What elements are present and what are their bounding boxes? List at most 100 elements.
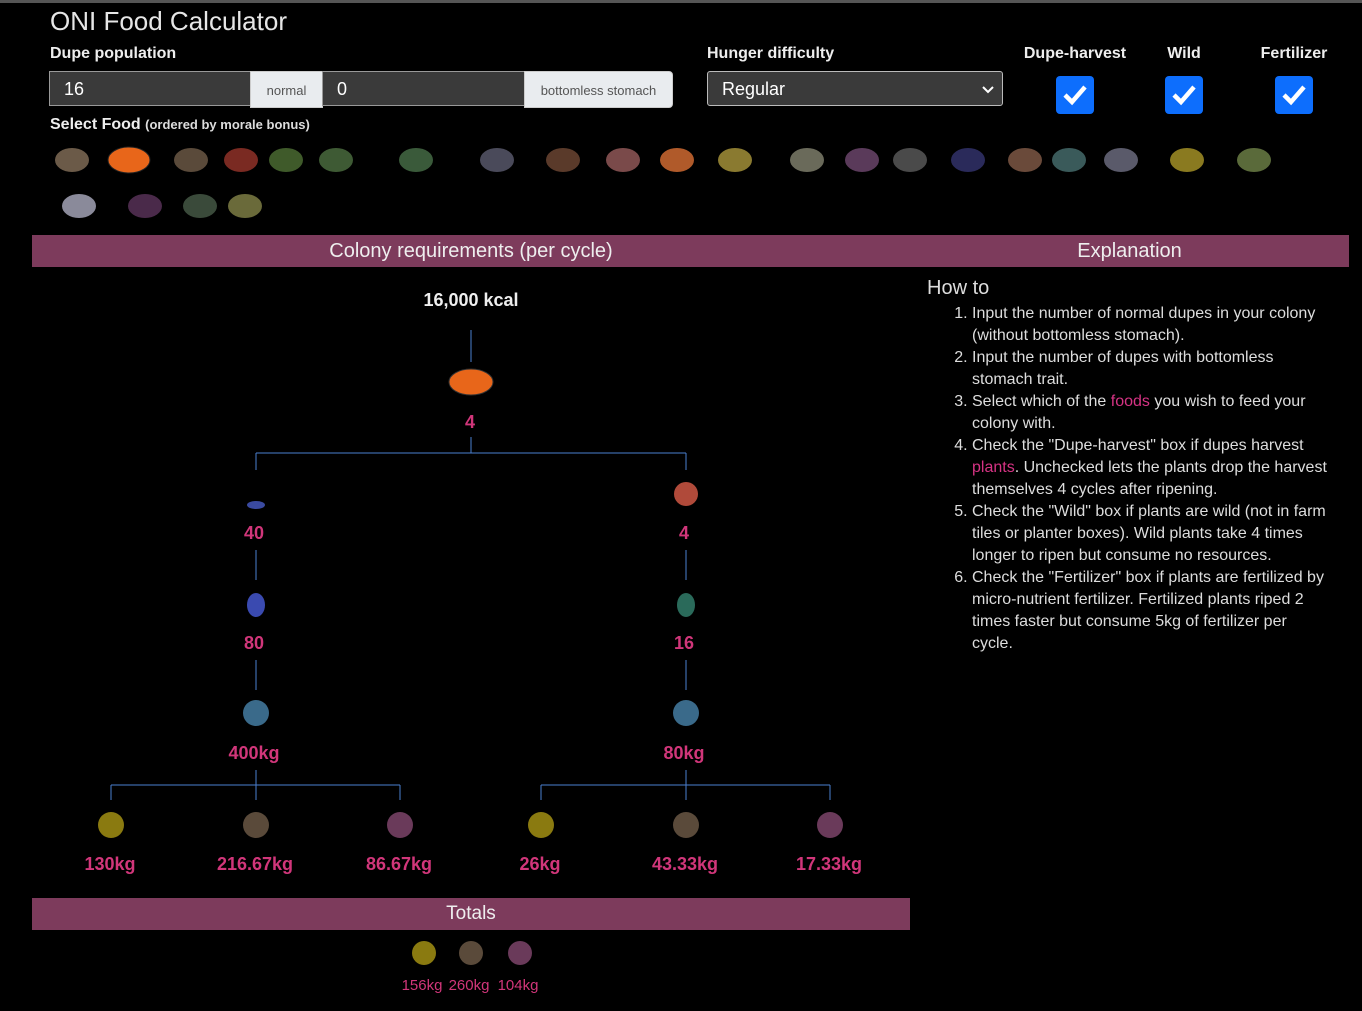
count: 4 <box>465 412 475 432</box>
icon <box>448 368 494 396</box>
food-icon[interactable] <box>1170 148 1204 172</box>
step-text: Check the "Fertilizer" box if plants are… <box>972 569 1324 652</box>
select-value: Regular <box>722 79 786 99</box>
food-icon[interactable] <box>174 148 208 172</box>
food-icon[interactable] <box>224 148 258 172</box>
checkbox-label: Fertilizer <box>1260 45 1328 62</box>
steps: Input the number of normal dupes in your… <box>928 303 1332 655</box>
label: Hunger difficulty <box>707 45 835 62</box>
step: Check the "Wild" box if plants are wild … <box>972 501 1332 567</box>
note: (ordered by morale bonus) <box>145 117 310 132</box>
heading: How to <box>927 277 990 299</box>
hunger-select[interactable]: Regular <box>707 71 1003 106</box>
count: 86.67kg <box>366 854 432 874</box>
food-icon[interactable] <box>107 146 151 174</box>
count: 80kg <box>663 743 704 763</box>
food-icon[interactable] <box>62 194 96 218</box>
count: 43.33kg <box>652 854 718 874</box>
icon <box>412 941 436 965</box>
checkbox[interactable] <box>1275 76 1313 114</box>
link[interactable]: foods <box>1110 393 1150 410</box>
count: 216.67kg <box>217 854 293 874</box>
bottomless-input[interactable]: 0 <box>322 71 525 106</box>
step-text: . Unchecked lets the plants drop the har… <box>972 459 1327 498</box>
count: 400kg <box>228 743 279 763</box>
icon <box>673 700 699 726</box>
food-icon[interactable] <box>480 148 514 172</box>
count: 17.33kg <box>796 854 862 874</box>
total: 156kg <box>402 977 443 994</box>
section-header: Colony requirements (per cycle) <box>32 235 910 267</box>
icon <box>673 812 699 838</box>
checkbox[interactable] <box>1165 76 1203 114</box>
step-text: Input the number of dupes with bottomles… <box>972 349 1274 388</box>
check <box>1282 85 1306 106</box>
normal-input[interactable]: 16 <box>49 71 251 106</box>
icon <box>247 501 265 509</box>
icon <box>98 812 124 838</box>
step-text: you wish to feed your colony with. <box>972 393 1306 432</box>
checkbox[interactable] <box>1056 76 1094 114</box>
step-text: Check the "Wild" box if plants are wild … <box>972 503 1326 564</box>
food-icon[interactable] <box>128 194 162 218</box>
food-icon[interactable] <box>319 148 353 172</box>
icon <box>247 593 265 617</box>
food-icon[interactable] <box>1008 148 1042 172</box>
food-icon[interactable] <box>546 148 580 172</box>
total: 260kg <box>449 977 490 994</box>
addon: bottomless stomach <box>524 71 673 108</box>
food-icon[interactable] <box>893 148 927 172</box>
icon <box>243 700 269 726</box>
icon <box>677 593 695 617</box>
step-text: Check the "Dupe-harvest" box if dupes ha… <box>972 437 1304 454</box>
checkbox-label: Wild <box>1167 45 1201 62</box>
step: Input the number of dupes with bottomles… <box>972 347 1332 391</box>
food-icon[interactable] <box>183 194 217 218</box>
count: 80 <box>244 633 264 653</box>
step-text: Select which of the <box>972 393 1111 410</box>
food-icon[interactable] <box>228 194 262 218</box>
step: Select which of the foods you wish to fe… <box>972 391 1332 435</box>
food-icon[interactable] <box>1052 148 1086 172</box>
icon <box>387 812 413 838</box>
food-icon[interactable] <box>790 148 824 172</box>
food-icon[interactable] <box>660 148 694 172</box>
kcal: 16,000 kcal <box>423 290 518 310</box>
icon <box>817 812 843 838</box>
checkbox-label: Dupe-harvest <box>1023 45 1127 62</box>
link[interactable]: plants <box>972 459 1015 476</box>
food-icon[interactable] <box>1237 148 1271 172</box>
step: Check the "Fertilizer" box if plants are… <box>972 567 1332 655</box>
icon <box>528 812 554 838</box>
count: 130kg <box>84 854 135 874</box>
icon <box>459 941 483 965</box>
step: Check the "Dupe-harvest" box if dupes ha… <box>972 435 1332 501</box>
step-text: Input the number of normal dupes in your… <box>972 305 1316 344</box>
icon <box>674 482 698 506</box>
count: 26kg <box>519 854 560 874</box>
food-icon[interactable] <box>951 148 985 172</box>
food-icon[interactable] <box>718 148 752 172</box>
label: Select Food <box>50 116 141 133</box>
icon <box>508 941 532 965</box>
addon: normal <box>250 71 323 108</box>
section-header: Totals <box>32 898 910 930</box>
count: 40 <box>244 523 264 543</box>
count: 16 <box>674 633 694 653</box>
check <box>1172 85 1196 106</box>
select-food: Select Food (ordered by morale bonus) <box>50 116 310 134</box>
food-icon[interactable] <box>55 148 89 172</box>
section-header: Explanation <box>910 235 1349 267</box>
title: ONI Food Calculator <box>50 6 287 36</box>
food-icon[interactable] <box>1104 148 1138 172</box>
food-icon[interactable] <box>845 148 879 172</box>
chevron <box>982 86 994 94</box>
food-icon[interactable] <box>399 148 433 172</box>
food-icon[interactable] <box>269 148 303 172</box>
total: 104kg <box>498 977 539 994</box>
step: Input the number of normal dupes in your… <box>972 303 1332 347</box>
count: 4 <box>679 523 689 543</box>
food-icon[interactable] <box>606 148 640 172</box>
